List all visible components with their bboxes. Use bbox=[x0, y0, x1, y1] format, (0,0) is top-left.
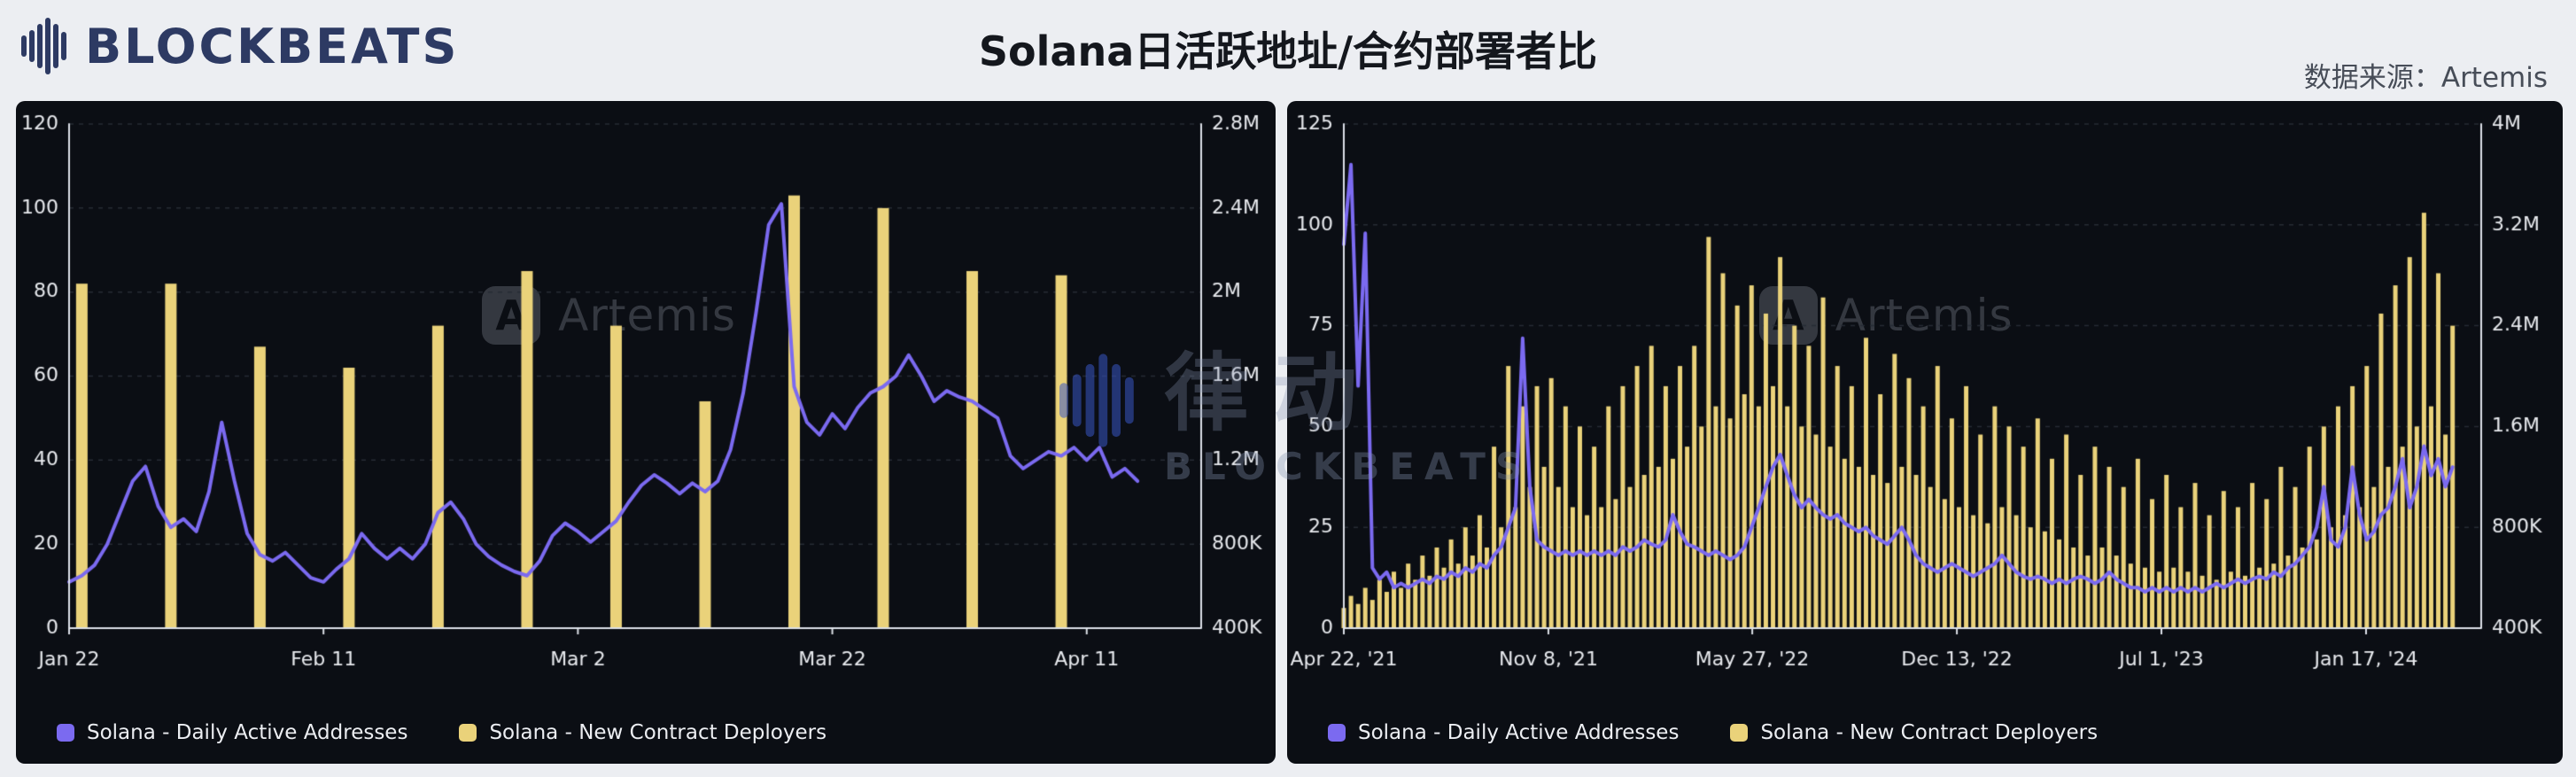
legend-swatch-bar bbox=[1730, 724, 1749, 742]
legend-item-contract-deployers[interactable]: Solana - New Contract Deployers bbox=[1730, 721, 2098, 744]
page-title: Solana日活跃地址/合约部署者比 bbox=[978, 27, 1598, 75]
legend-swatch-bar bbox=[459, 724, 477, 742]
chart-panel-daily: A Artemis Solana - Daily Active Addresse… bbox=[16, 101, 1276, 764]
blockbeats-wordmark: BLOCKBEATS bbox=[85, 18, 460, 74]
daily-chart-canvas[interactable] bbox=[16, 101, 1276, 686]
legend-item-active-addresses[interactable]: Solana - Daily Active Addresses bbox=[1328, 721, 1679, 744]
legend-label-contract-deployers: Solana - New Contract Deployers bbox=[1760, 721, 2099, 744]
legend-label-active-addresses: Solana - Daily Active Addresses bbox=[1358, 721, 1680, 744]
legend-label-contract-deployers: Solana - New Contract Deployers bbox=[489, 721, 827, 744]
blockbeats-logo-icon bbox=[21, 18, 66, 74]
daily-chart-legend: Solana - Daily Active Addresses Solana -… bbox=[57, 721, 826, 744]
legend-swatch-line bbox=[57, 724, 74, 742]
history-chart-legend: Solana - Daily Active Addresses Solana -… bbox=[1328, 721, 2098, 744]
blockbeats-logo: BLOCKBEATS bbox=[21, 18, 459, 74]
legend-swatch-line bbox=[1328, 724, 1346, 742]
chart-panel-history: A Artemis Solana - Daily Active Addresse… bbox=[1287, 101, 2563, 764]
legend-item-active-addresses[interactable]: Solana - Daily Active Addresses bbox=[57, 721, 407, 744]
charts-row: A Artemis Solana - Daily Active Addresse… bbox=[16, 101, 2563, 764]
header: BLOCKBEATS Solana日活跃地址/合约部署者比 数据来源：Artem… bbox=[0, 0, 2576, 99]
legend-label-active-addresses: Solana - Daily Active Addresses bbox=[87, 721, 408, 744]
data-source-label: 数据来源：Artemis bbox=[2303, 62, 2548, 94]
history-chart-canvas[interactable] bbox=[1287, 101, 2563, 686]
legend-item-contract-deployers[interactable]: Solana - New Contract Deployers bbox=[459, 721, 826, 744]
